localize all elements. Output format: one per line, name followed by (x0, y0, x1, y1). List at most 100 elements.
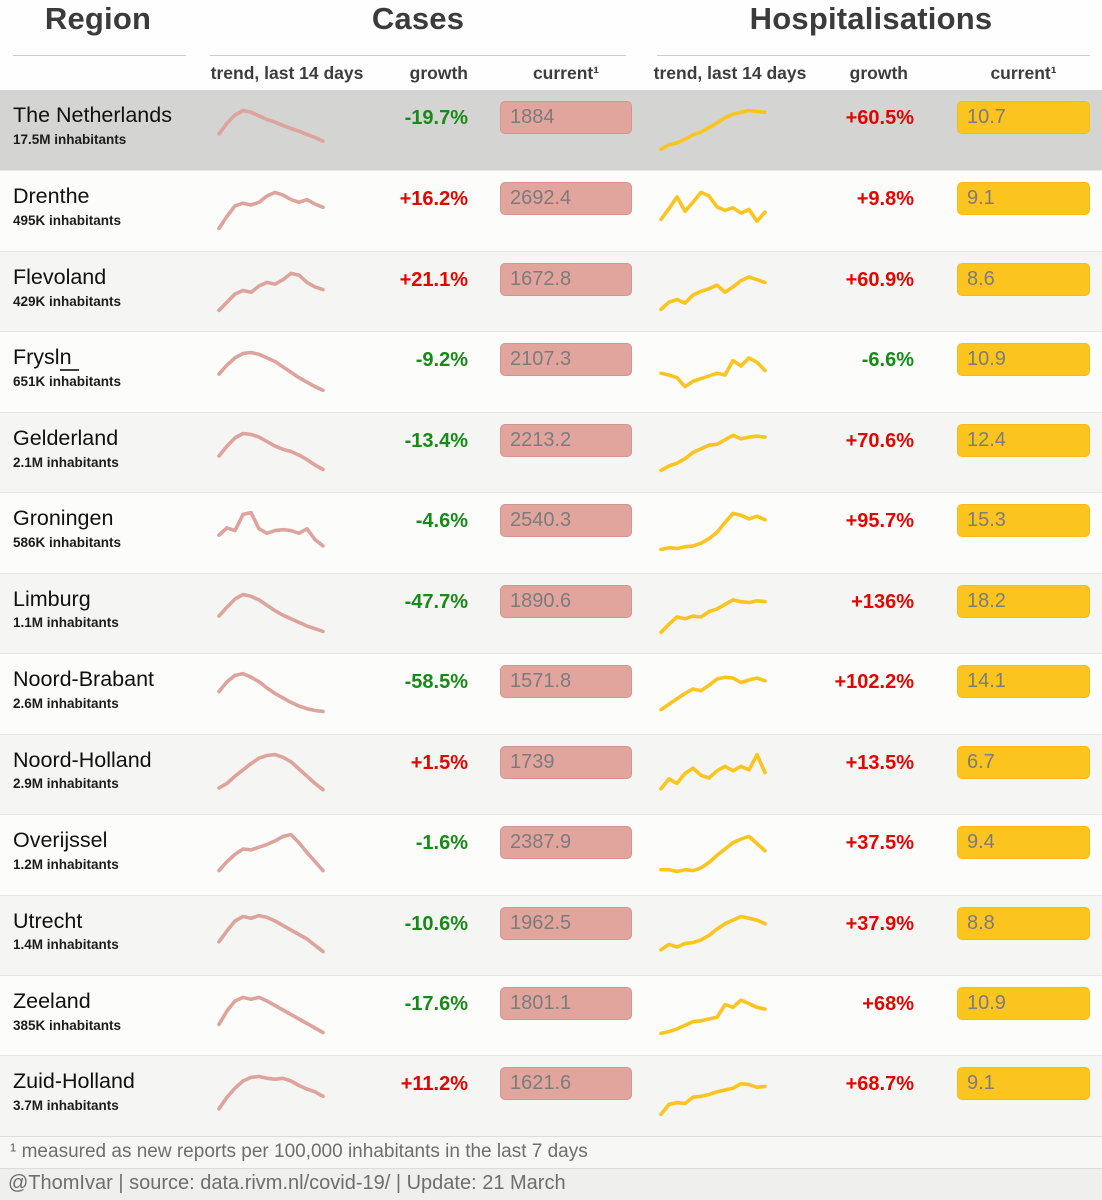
hosp-trend-sparkline (659, 834, 767, 874)
region-population: 429K inhabitants (13, 293, 122, 309)
cases-trend-cell (196, 252, 378, 331)
region-cell: Limburg 1.1M inhabitants (0, 574, 196, 653)
cases-header-rule (210, 55, 626, 56)
cases-current-cell: 2692.4 (476, 171, 640, 250)
cases-current-cell: 1672.8 (476, 252, 640, 331)
hosp-trend-cell (640, 90, 820, 170)
cases-trend-cell (196, 332, 378, 411)
region-cell: Flevoland 429K inhabitants (0, 252, 196, 331)
hosp-trend-cell (640, 171, 820, 250)
cases-growth-value: -4.6% (415, 510, 468, 533)
hosp-current-badge: 8.8 (957, 906, 1090, 940)
hosp-current-badge: 14.1 (957, 665, 1090, 699)
footnote: ¹ measured as new reports per 100,000 in… (0, 1136, 1102, 1169)
hosp-growth-value: +68% (862, 992, 914, 1015)
hosp-current-cell: 6.7 (916, 735, 1102, 814)
hosp-trend-cell (640, 574, 820, 653)
hosp-trend-sparkline (659, 433, 767, 473)
hosp-current-badge: 9.1 (957, 182, 1090, 216)
cases-trend-cell (196, 976, 378, 1055)
region-population: 1.1M inhabitants (13, 615, 119, 631)
cases-trend-cell (196, 171, 378, 250)
region-cell: Groningen 586K inhabitants (0, 493, 196, 572)
cases-current-badge: 1890.6 (500, 584, 632, 618)
cases-current-cell: 1801.1 (476, 976, 640, 1055)
hosp-current-cell: 8.8 (916, 896, 1102, 975)
hosp-current-badge: 12.4 (957, 423, 1090, 457)
cases-growth-value: -19.7% (404, 107, 468, 129)
table-row: Noord-Holland 2.9M inhabitants +1.5% 173… (0, 733, 1102, 815)
hosp-current-badge: 15.3 (957, 504, 1090, 538)
cases-trend-label: trend, last 14 days (210, 63, 364, 83)
cases-trend-cell (196, 654, 378, 733)
hosp-growth-value: +13.5% (845, 751, 914, 774)
region-name: Noord-Holland (13, 747, 152, 772)
table-row: Drenthe 495K inhabitants +16.2% 2692.4 +… (0, 170, 1102, 251)
cases-trend-cell (196, 90, 378, 170)
hosp-current-cell: 10.7 (916, 90, 1102, 170)
hosp-current-badge: 18.2 (957, 584, 1090, 618)
hosp-current-cell: 9.1 (916, 171, 1102, 250)
table-row: Zeeland 385K inhabitants -17.6% 1801.1 +… (0, 974, 1102, 1056)
hosp-current-cell: 15.3 (916, 493, 1102, 572)
region-name: Noord-Brabant (13, 667, 155, 692)
cases-trend-sparkline (217, 511, 325, 548)
region-cell: Noord-Brabant 2.6M inhabitants (0, 654, 196, 733)
region-population: 651K inhabitants (13, 374, 122, 390)
cases-growth-value: -1.6% (415, 832, 468, 855)
region-name: Gelderland (13, 425, 119, 450)
hosp-trend-sparkline (659, 356, 767, 389)
hospitalisations-column-title: Hospitalisations (749, 1, 993, 36)
region-column-title: Region (44, 1, 152, 36)
hosp-growth-value: +60.9% (845, 268, 914, 291)
hosp-current-cell: 14.1 (916, 654, 1102, 733)
cases-trend-cell (196, 493, 378, 572)
cases-current-badge: 1672.8 (500, 262, 632, 296)
hosp-trend-sparkline (659, 275, 767, 312)
region-population: 385K inhabitants (13, 1017, 122, 1033)
region-cell: Drenthe 495K inhabitants (0, 171, 196, 250)
hosp-current-badge: 10.9 (957, 986, 1090, 1020)
cases-growth-value: -13.4% (404, 429, 468, 452)
table-row: Overijssel 1.2M inhabitants -1.6% 2387.9… (0, 814, 1102, 895)
hosp-growth-label: growth (849, 63, 908, 83)
cases-trend-sparkline (217, 592, 325, 633)
cases-current-badge: 2213.2 (500, 423, 632, 457)
table-row: Noord-Brabant 2.6M inhabitants -58.5% 15… (0, 653, 1102, 734)
credit-line: @ThomIvar | source: data.rivm.nl/covid-1… (0, 1169, 1102, 1200)
hosp-current-label: current¹ (990, 63, 1057, 83)
cases-current-badge: 1962.5 (500, 906, 632, 940)
hosp-growth-value: +68.7% (845, 1073, 914, 1096)
hosp-trend-cell (640, 413, 820, 492)
cases-current-cell: 1621.6 (476, 1056, 640, 1135)
cases-growth-value: +11.2% (400, 1073, 468, 1096)
cases-trend-cell (196, 413, 378, 492)
table-row: Limburg 1.1M inhabitants -47.7% 1890.6 +… (0, 572, 1102, 654)
cases-current-cell: 2387.9 (476, 815, 640, 894)
cases-trend-sparkline (217, 913, 325, 953)
hosp-trend-cell (640, 252, 820, 331)
cases-trend-cell (196, 574, 378, 653)
region-name: Zuid-Holland (13, 1069, 135, 1094)
region-name: Frysln (13, 345, 196, 372)
cases-growth-value: +21.1% (399, 268, 468, 291)
hosp-trend-cell (640, 654, 820, 733)
cases-trend-sparkline (217, 752, 325, 792)
hosp-current-cell: 9.4 (916, 815, 1102, 894)
region-population: 3.7M inhabitants (13, 1098, 119, 1114)
region-name: Zeeland (13, 988, 91, 1013)
cases-current-badge: 1801.1 (500, 986, 632, 1020)
region-population: 2.9M inhabitants (13, 776, 119, 792)
cases-trend-sparkline (217, 271, 325, 313)
region-cell: Noord-Holland 2.9M inhabitants (0, 735, 196, 814)
hosp-current-badge: 6.7 (957, 745, 1090, 779)
hosp-growth-value: +37.9% (845, 912, 914, 935)
hosp-current-badge: 10.9 (957, 343, 1090, 377)
hosp-current-badge: 10.7 (957, 101, 1090, 134)
hosp-trend-label: trend, last 14 days (653, 63, 807, 83)
cases-trend-sparkline (217, 1075, 325, 1112)
cases-trend-sparkline (217, 108, 325, 143)
region-population: 2.6M inhabitants (13, 695, 119, 711)
region-population: 586K inhabitants (13, 534, 122, 550)
